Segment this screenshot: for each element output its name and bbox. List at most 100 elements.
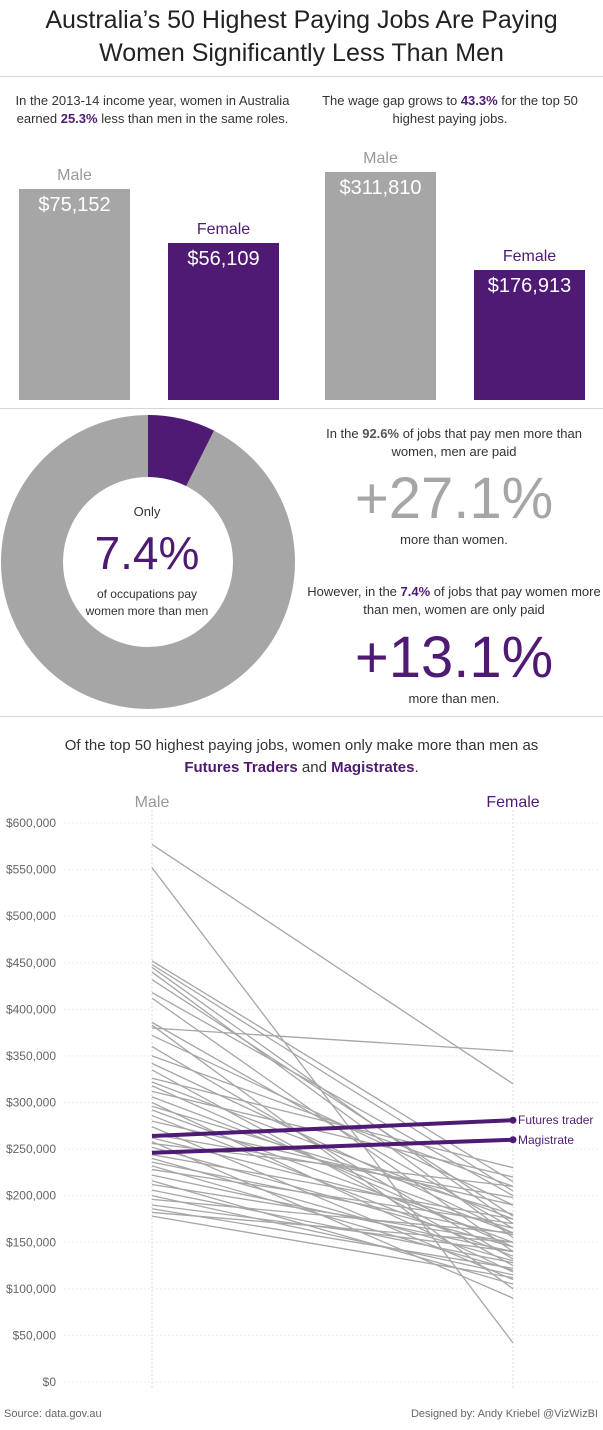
y-tick-label: $50,000	[13, 1328, 57, 1342]
stat1-pre: In the	[326, 426, 363, 441]
slope-line	[151, 960, 514, 1183]
slope-line	[151, 1189, 514, 1264]
y-tick-label: $400,000	[6, 1002, 56, 1016]
slope-line	[151, 1168, 514, 1225]
slope-line	[151, 1154, 514, 1220]
footer-credit: Designed by: Andy Kriebel @VizWizBI	[410, 1408, 598, 1420]
right-intro: The wage gap grows to 43.3% for the top …	[305, 92, 595, 128]
slope-heading: Of the top 50 highest paying jobs, women…	[0, 735, 603, 779]
slope-line	[151, 1077, 514, 1169]
right-intro-post: for the top 50 highest paying jobs.	[392, 93, 578, 126]
slope-line	[151, 1055, 514, 1187]
stat1-post: of jobs that pay men more than women, me…	[391, 426, 582, 459]
y-tick-label: $300,000	[6, 1096, 56, 1110]
bar-male-top	[325, 172, 436, 400]
stat1-text: In the 92.6% of jobs that pay men more t…	[305, 425, 603, 461]
slope-line	[151, 1105, 514, 1215]
y-tick-label: $350,000	[6, 1049, 56, 1063]
y-tick-label: $200,000	[6, 1189, 56, 1203]
slope-line	[151, 1204, 514, 1253]
slope-line	[151, 843, 514, 1085]
donut-subtitle: of occupations pay women more than men	[60, 586, 234, 620]
bar-label-female-all: Female	[196, 221, 251, 238]
bar-value-female-all: $56,109	[187, 248, 260, 270]
donut-percentage: 7.4%	[94, 527, 200, 579]
slope-highlight-label: Futures trader	[518, 1113, 593, 1127]
bar-value-female-top: $176,913	[487, 275, 572, 297]
bar-female-all	[168, 243, 279, 400]
stat2-highlight: 7.4%	[400, 584, 431, 599]
footer-source: Source: data.gov.au	[4, 1408, 102, 1420]
slope-line	[151, 978, 514, 1217]
slope-line	[151, 1024, 514, 1290]
slope-line	[151, 1046, 514, 1260]
stat2-post: of jobs that pay women more than men, wo…	[363, 584, 601, 617]
left-intro: In the 2013-14 income year, women in Aus…	[10, 92, 295, 128]
donut-subtitle-line2: women more than men	[85, 604, 209, 618]
bar-label-female-top: Female	[502, 248, 557, 265]
bar-male-all	[19, 189, 130, 400]
bar-female-top	[474, 270, 585, 400]
stat1-after: more than women.	[400, 532, 508, 547]
y-tick-label: $550,000	[6, 863, 56, 877]
slope-endpoint	[509, 1116, 517, 1124]
donut-subtitle-line1: of occupations pay	[96, 587, 198, 601]
slope-line	[151, 1215, 514, 1279]
slope-line	[151, 1211, 514, 1243]
slope-heading-line2: Futures Traders and Magistrates.	[0, 757, 603, 779]
y-tick-label: $500,000	[6, 909, 56, 923]
divider-lower	[0, 716, 603, 717]
slope-header-male: Male	[135, 794, 170, 811]
stat1-big-number: +27.1%	[354, 466, 554, 531]
slope-line	[151, 1195, 514, 1276]
left-intro-highlight: 25.3%	[60, 111, 98, 126]
title-line-2: Women Significantly Less Than Men	[99, 39, 504, 67]
title-line-1: Australia’s 50 Highest Paying Jobs Are P…	[45, 6, 558, 34]
stat2-pre: However, in the	[307, 584, 401, 599]
slope-heading-line1: Of the top 50 highest paying jobs, women…	[64, 737, 539, 754]
slope-line-highlight	[151, 1137, 514, 1155]
stat2-after: more than men.	[408, 691, 500, 706]
slope-line	[151, 1090, 514, 1178]
slope-line-highlight	[151, 1118, 514, 1139]
left-intro-post: less than men in the same roles.	[97, 111, 289, 126]
bar-label-male-all: Male	[57, 167, 92, 184]
donut-chart	[1, 415, 295, 709]
slope-line	[151, 1208, 514, 1269]
stat1-highlight: 92.6%	[362, 426, 400, 441]
y-tick-label: $600,000	[6, 816, 56, 830]
slope-line	[151, 1141, 514, 1299]
divider-middle	[0, 408, 603, 409]
slope-heading-hl1: Futures Traders	[184, 759, 298, 776]
right-intro-highlight: 43.3%	[460, 93, 498, 108]
stat2-big-number: +13.1%	[354, 625, 554, 690]
slope-line	[151, 1133, 514, 1199]
bar-value-male-top: $311,810	[339, 177, 422, 199]
slope-line	[151, 1161, 514, 1236]
slope-line	[151, 991, 514, 1197]
slope-header-female: Female	[486, 794, 539, 811]
slope-line	[151, 1137, 514, 1229]
slope-endpoint	[509, 1136, 517, 1144]
donut-slice-women-paid-more	[1, 415, 295, 709]
divider-top	[0, 76, 603, 77]
y-tick-label: $150,000	[6, 1235, 56, 1249]
slope-chart: $0 $50,000 $100,000 $150,000 $200,000 $250,00…	[6, 794, 600, 1390]
slope-line	[151, 1183, 514, 1243]
y-tick-label: $250,000	[6, 1142, 56, 1156]
slope-highlight-label: Magistrate	[518, 1133, 574, 1147]
y-tick-label: $100,000	[6, 1282, 56, 1296]
right-intro-pre: The wage gap grows to	[322, 93, 461, 108]
y-tick-label: $450,000	[6, 956, 56, 970]
slope-line	[151, 1034, 514, 1206]
slope-line	[151, 1027, 514, 1052]
left-intro-pre: In the 2013-14 income year, women in Aus…	[15, 93, 290, 126]
donut-only-text: Only	[133, 504, 161, 519]
slope-line	[151, 1021, 514, 1229]
y-tick-label: $0	[43, 1375, 57, 1389]
slope-line	[151, 1165, 514, 1271]
slope-line	[151, 1198, 514, 1234]
slope-line	[151, 966, 514, 1225]
slope-line	[151, 1069, 514, 1267]
slope-heading-hl2: Magistrates	[331, 759, 415, 776]
